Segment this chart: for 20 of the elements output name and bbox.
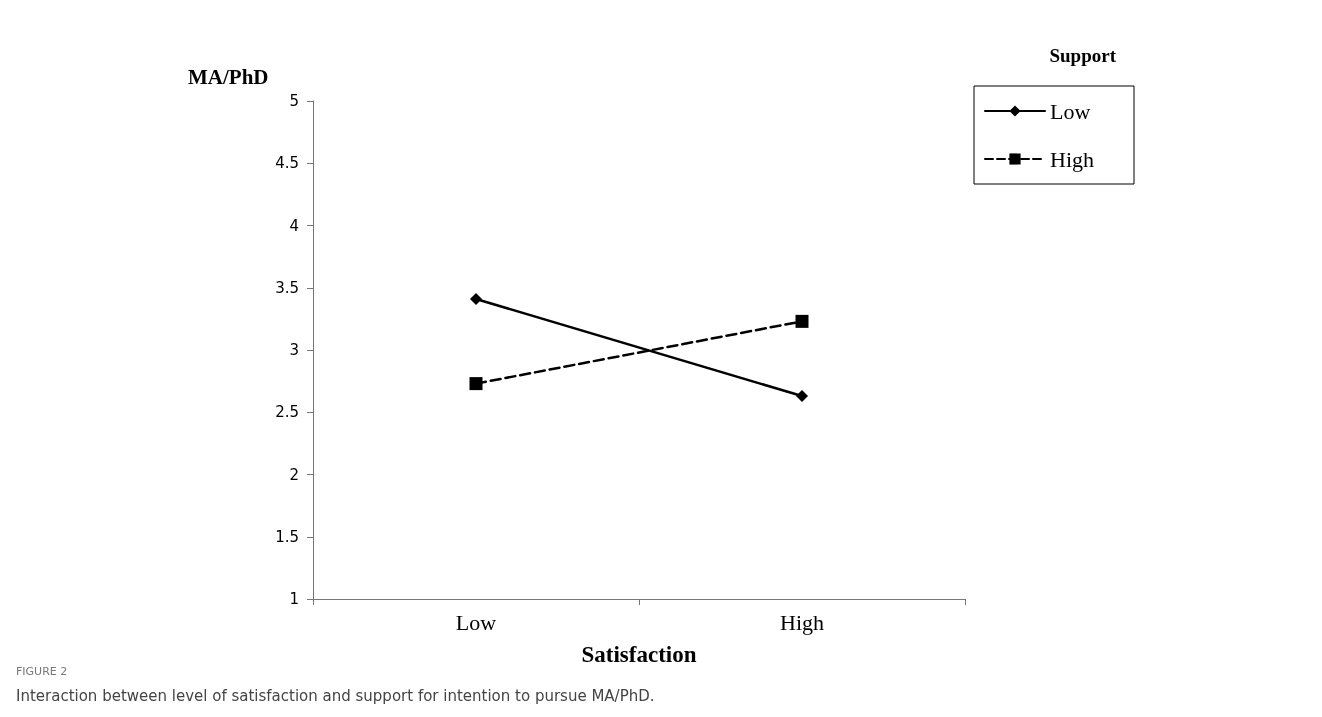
y-tick-label: 4.5: [275, 154, 299, 173]
legend-label: Low: [1050, 98, 1091, 124]
point: [470, 292, 482, 305]
y-tick-label: 4: [289, 216, 299, 235]
y-tick-label: 3: [289, 341, 299, 359]
text: Interaction between level of satisfaction and support for intention to pursue MA/PhD.: [16, 686, 655, 705]
y-tick-label: 2: [289, 465, 299, 484]
y-axis-title: MA/PhD: [188, 64, 269, 89]
legend-title: Support: [1049, 45, 1117, 66]
point: [795, 314, 809, 328]
legend-label: High: [1050, 146, 1094, 172]
x-axis-title: Satisfaction: [581, 642, 697, 667]
y-tick-label: 5: [289, 92, 299, 110]
point: [796, 390, 808, 403]
y-tick-label: 3.5: [275, 278, 299, 297]
y-tick-label: 1.5: [275, 527, 299, 546]
caption: FIGURE 2: [16, 665, 68, 678]
y-tick-label: 1: [289, 590, 299, 608]
y-tick-label: 2.5: [275, 403, 299, 422]
point: [469, 377, 483, 391]
